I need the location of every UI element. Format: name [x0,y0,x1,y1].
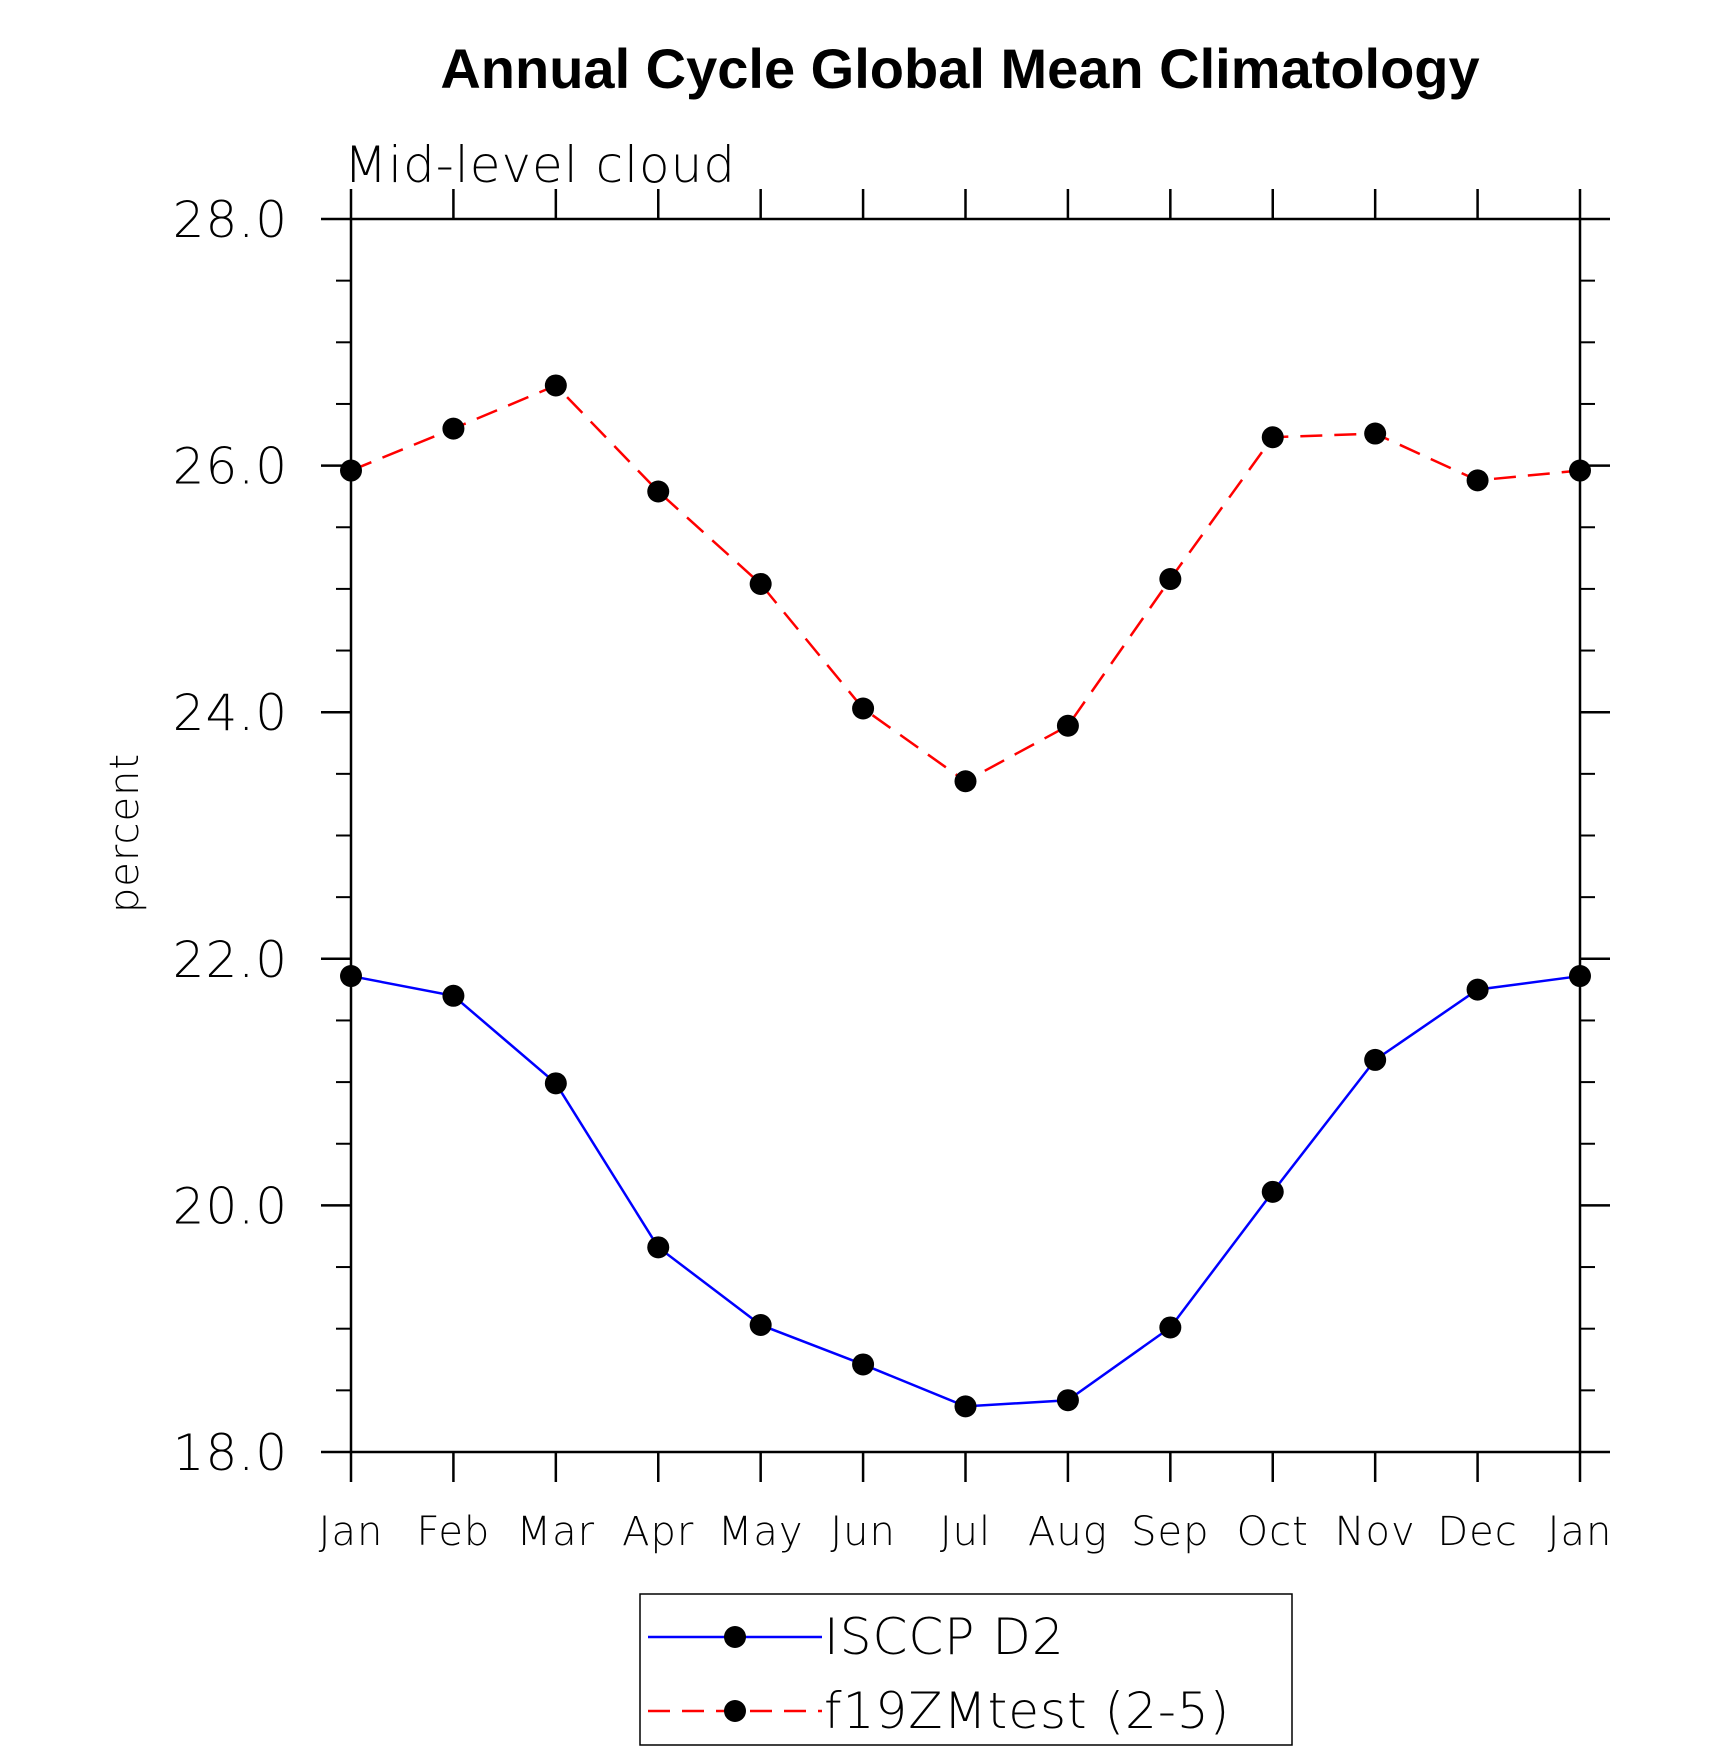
data-point-series-1 [647,1236,670,1259]
data-point-series-2 [1569,459,1591,482]
data-point-series-1 [544,1072,567,1095]
y-tick-label: 28.0 [173,191,288,249]
data-point-series-2 [1364,422,1387,445]
data-point-series-1 [1056,1389,1079,1412]
y-tick-label: 22.0 [173,931,288,989]
x-tick-label: May [718,1509,804,1555]
data-point-series-1 [442,984,465,1007]
data-point-series-1 [1466,978,1489,1001]
legend-label-isccp-d2: ISCCP D2 [824,1608,1065,1666]
y-tick-label: 20.0 [173,1177,288,1235]
x-tick-label: Nov [1335,1509,1416,1555]
legend-box [639,1593,1293,1746]
data-point-series-1 [1569,965,1591,988]
chart-title: Annual Cycle Global Mean Climatology [440,37,1479,100]
data-point-series-1 [954,1395,977,1418]
y-tick-label: 26.0 [173,438,288,496]
data-point-series-2 [442,417,465,440]
y-tick-label: 24.0 [173,684,288,742]
data-point-series-2 [749,572,772,595]
x-tick-label: Oct [1237,1509,1309,1555]
x-tick-label: Apr [622,1509,694,1555]
chart-subtitle: Mid-level cloud [344,136,736,194]
x-tick-label: Jan [1548,1509,1613,1555]
x-tick-label: Jun [830,1509,896,1555]
legend-label-f19zmtest: f19ZMtest (2-5) [824,1682,1230,1740]
series-line-2 [350,383,1581,783]
x-tick-label: Jan [319,1509,384,1555]
plot-frame [349,217,1582,1454]
data-point-series-2 [647,480,670,503]
data-point-series-2 [954,770,977,793]
series-line-1 [350,974,1581,1408]
legend-marker-f19zmtest [724,1700,746,1722]
tick-layer: Jan Feb Mar Apr May Jun Jul Aug Sep Oct Nov Dec Jan 1… [173,189,1613,1555]
y-axis-label: percent [102,753,148,913]
data-point-series-2 [1056,714,1079,737]
data-point-series-2 [340,459,362,482]
data-point-series-2 [1159,568,1182,591]
x-tick-label: Mar [517,1509,595,1555]
data-point-series-1 [1364,1048,1387,1071]
legend-marker-isccp-d2 [724,1626,746,1648]
x-tick-label: Sep [1131,1509,1209,1555]
data-point-series-2 [1466,469,1489,492]
axes-layer [349,217,1582,1454]
data-point-series-1 [852,1353,875,1376]
data-point-series-2 [1261,426,1284,449]
data-point-series-1 [1261,1180,1284,1203]
data-point-series-2 [852,697,875,720]
x-tick-label: Dec [1437,1509,1517,1555]
data-point-series-1 [1159,1316,1182,1339]
data-point-series-1 [749,1314,772,1337]
series-layer [340,374,1591,1418]
data-point-series-1 [340,965,362,988]
x-tick-label: Jul [940,1509,991,1555]
y-tick-label: 18.0 [173,1424,288,1482]
x-tick-label: Aug [1028,1509,1108,1555]
legend: ISCCP D2 f19ZMtest (2-5) [639,1593,1293,1746]
x-tick-label: Feb [417,1509,491,1555]
data-point-series-2 [544,374,567,397]
